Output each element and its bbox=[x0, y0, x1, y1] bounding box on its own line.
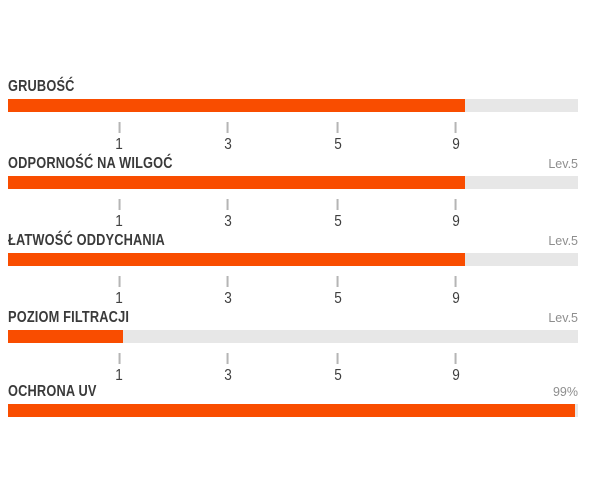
tick-mark bbox=[118, 199, 121, 210]
tick-number: 1 bbox=[115, 367, 123, 384]
bar-fill bbox=[8, 330, 124, 343]
property-label: ŁATWOŚĆ ODDYCHANIA bbox=[8, 232, 165, 249]
tick-number: 3 bbox=[224, 290, 232, 307]
tick-mark bbox=[227, 199, 230, 210]
bar-fill bbox=[8, 99, 466, 112]
bar-fill bbox=[8, 404, 576, 417]
tick-mark bbox=[337, 353, 340, 364]
tick-number: 3 bbox=[224, 136, 232, 153]
tick-number: 1 bbox=[115, 290, 123, 307]
scale-tick: 1 bbox=[115, 122, 124, 154]
property-row-poziom-filtracji: POZIOM FILTRACJI Lev.5 1 3 5 9 bbox=[8, 309, 578, 395]
bar-fill bbox=[8, 253, 466, 266]
tick-number: 5 bbox=[334, 290, 342, 307]
scale-ticks: 1 3 5 9 bbox=[8, 353, 578, 395]
scale-tick: 3 bbox=[224, 122, 233, 154]
tick-mark bbox=[455, 199, 458, 210]
tick-mark bbox=[337, 199, 340, 210]
tick-number: 1 bbox=[115, 136, 123, 153]
bar-track bbox=[8, 99, 578, 112]
tick-mark bbox=[118, 122, 121, 133]
scale-ticks: 1 3 5 9 bbox=[8, 276, 578, 318]
tick-mark bbox=[227, 353, 230, 364]
tick-mark bbox=[455, 122, 458, 133]
scale-tick: 5 bbox=[334, 276, 343, 308]
tick-mark bbox=[337, 276, 340, 287]
property-row-ochrona-uv: OCHRONA UV 99% bbox=[8, 383, 578, 417]
scale-ticks: 1 3 5 9 bbox=[8, 199, 578, 241]
tick-number: 5 bbox=[334, 367, 342, 384]
scale-tick: 3 bbox=[224, 199, 233, 231]
tick-mark bbox=[227, 122, 230, 133]
scale-tick: 5 bbox=[334, 122, 343, 154]
scale-tick: 9 bbox=[452, 353, 461, 385]
tick-number: 1 bbox=[115, 213, 123, 230]
scale-tick: 5 bbox=[334, 353, 343, 385]
tick-number: 3 bbox=[224, 213, 232, 230]
property-label: OCHRONA UV bbox=[8, 383, 97, 400]
bar-track bbox=[8, 330, 578, 343]
row-header: OCHRONA UV 99% bbox=[8, 383, 578, 400]
scale-tick: 5 bbox=[334, 199, 343, 231]
tick-number: 5 bbox=[334, 136, 342, 153]
row-header: GRUBOŚĆ bbox=[8, 78, 578, 95]
row-header: POZIOM FILTRACJI Lev.5 bbox=[8, 309, 578, 326]
scale-tick: 1 bbox=[115, 276, 124, 308]
scale-ticks: 1 3 5 9 bbox=[8, 122, 578, 164]
scale-tick: 9 bbox=[452, 276, 461, 308]
tick-mark bbox=[337, 122, 340, 133]
tick-mark bbox=[455, 276, 458, 287]
property-value-label: 99% bbox=[552, 385, 578, 399]
scale-tick: 3 bbox=[224, 276, 233, 308]
tick-number: 3 bbox=[224, 367, 232, 384]
bar-track bbox=[8, 253, 578, 266]
property-row-odpornosc-na-wilgoc: ODPORNOŚĆ NA WILGOĆ Lev.5 1 3 5 9 bbox=[8, 155, 578, 241]
tick-mark bbox=[118, 276, 121, 287]
tick-number: 9 bbox=[452, 136, 460, 153]
scale-tick: 9 bbox=[452, 199, 461, 231]
bar-fill bbox=[8, 176, 466, 189]
property-value-label: Lev.5 bbox=[548, 311, 578, 325]
bar-track bbox=[8, 176, 578, 189]
property-value-label: Lev.5 bbox=[548, 157, 578, 171]
property-row-grubosc: GRUBOŚĆ 1 3 5 9 bbox=[8, 78, 578, 164]
tick-mark bbox=[455, 353, 458, 364]
tick-number: 9 bbox=[452, 213, 460, 230]
tick-mark bbox=[227, 276, 230, 287]
row-header: ŁATWOŚĆ ODDYCHANIA Lev.5 bbox=[8, 232, 578, 249]
scale-tick: 3 bbox=[224, 353, 233, 385]
scale-tick: 9 bbox=[452, 122, 461, 154]
scale-tick: 1 bbox=[115, 353, 124, 385]
property-label: POZIOM FILTRACJI bbox=[8, 309, 130, 326]
property-label: GRUBOŚĆ bbox=[8, 78, 75, 95]
tick-number: 9 bbox=[452, 367, 460, 384]
property-row-latwosc-oddychania: ŁATWOŚĆ ODDYCHANIA Lev.5 1 3 5 9 bbox=[8, 232, 578, 318]
tick-mark bbox=[118, 353, 121, 364]
property-value-label: Lev.5 bbox=[548, 234, 578, 248]
property-label: ODPORNOŚĆ NA WILGOĆ bbox=[8, 155, 173, 172]
tick-number: 5 bbox=[334, 213, 342, 230]
scale-tick: 1 bbox=[115, 199, 124, 231]
tick-number: 9 bbox=[452, 290, 460, 307]
bar-track bbox=[8, 404, 578, 417]
row-header: ODPORNOŚĆ NA WILGOĆ Lev.5 bbox=[8, 155, 578, 172]
